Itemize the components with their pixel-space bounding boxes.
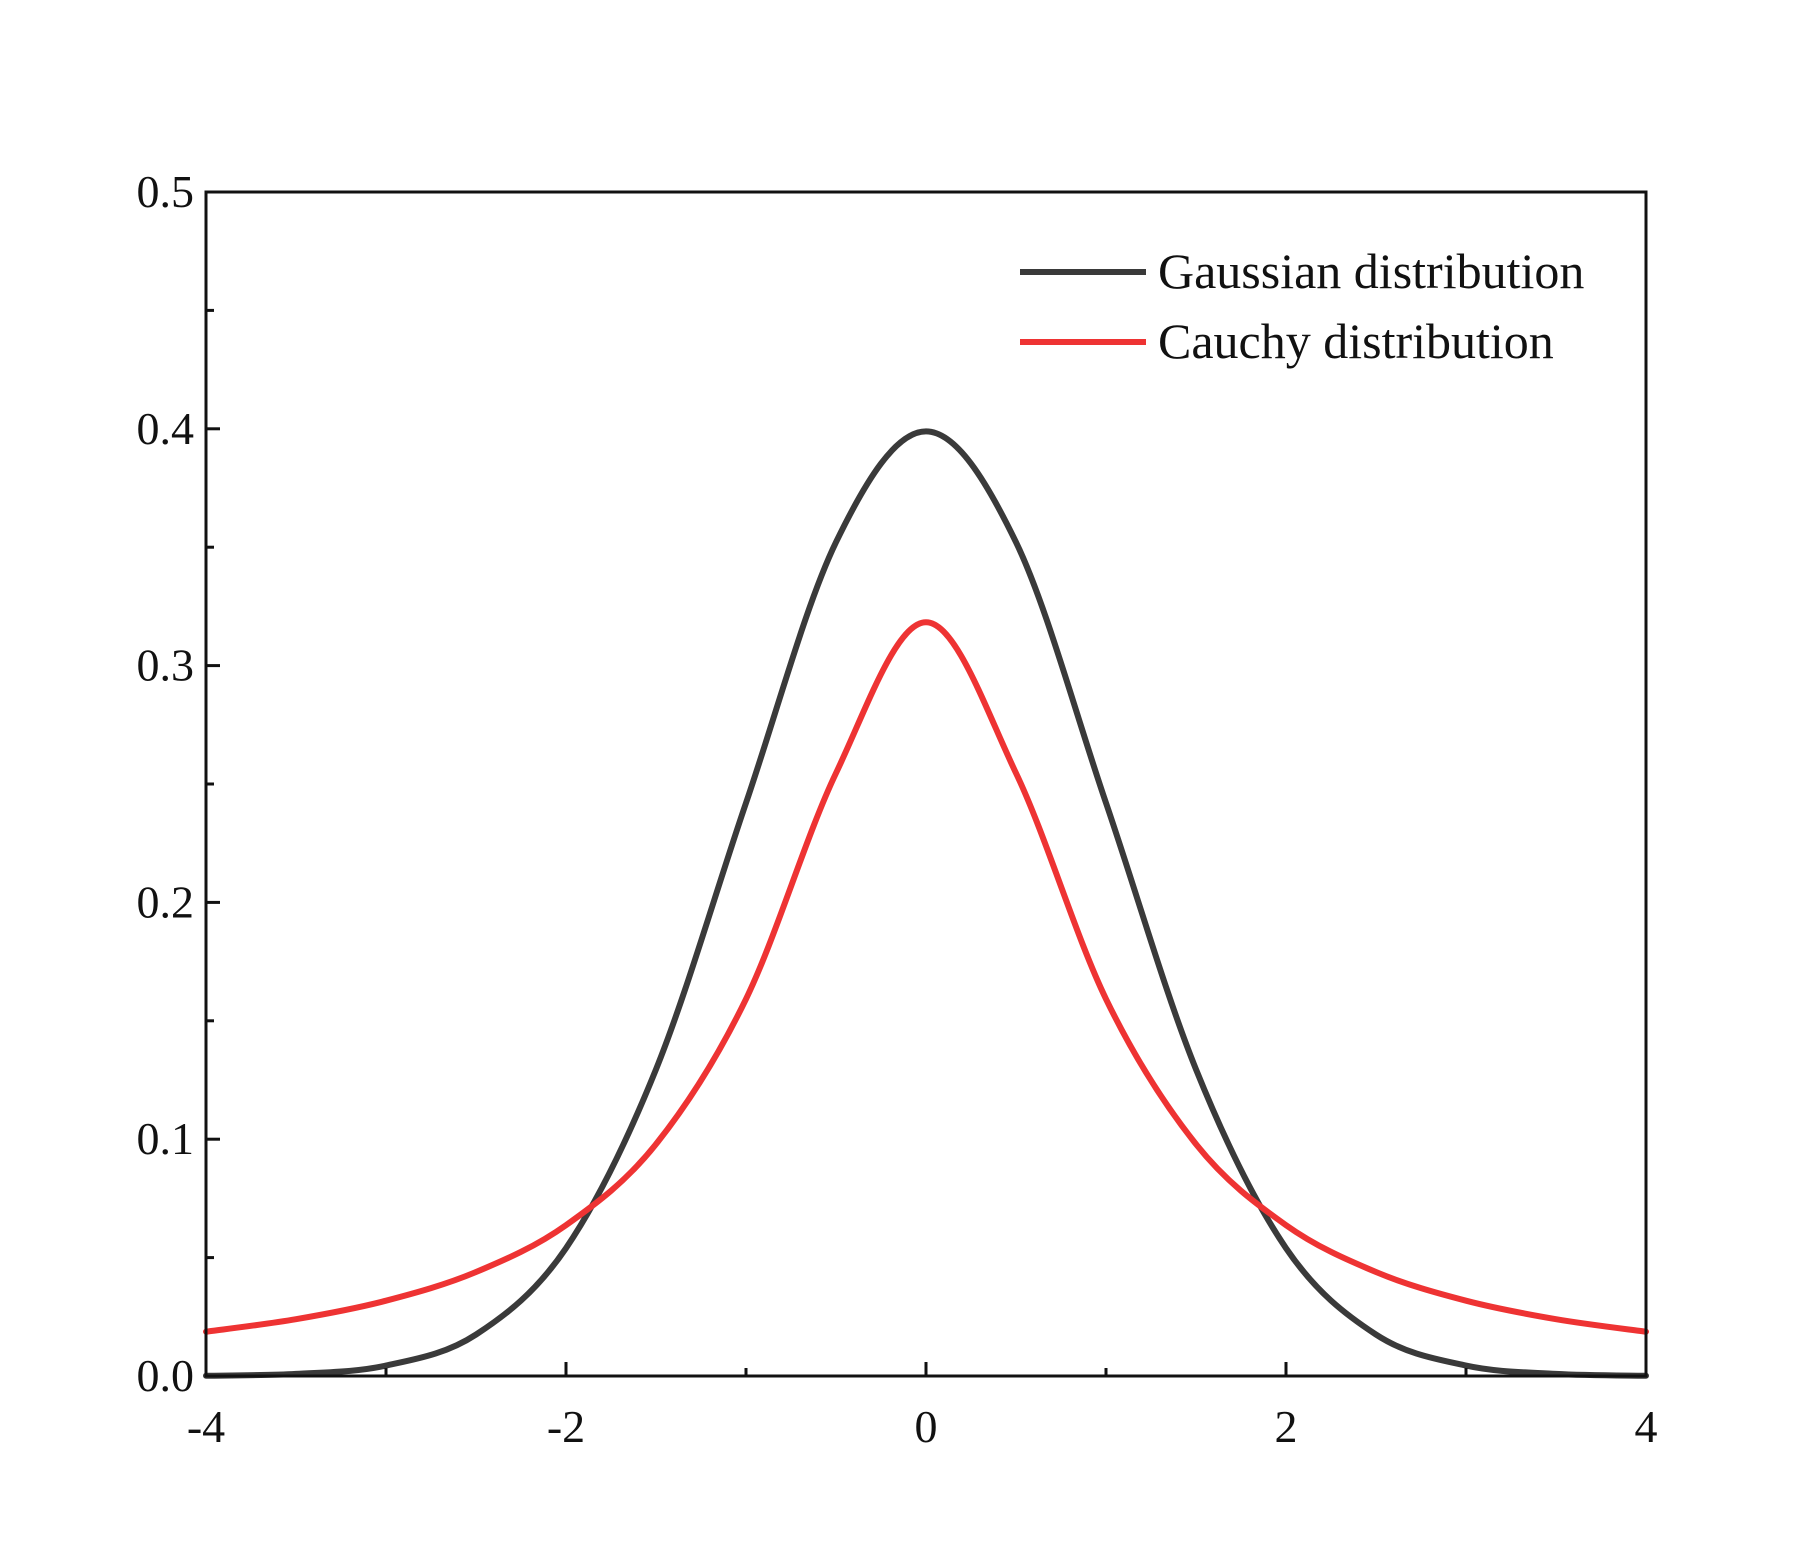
x-tick-label: -4 (187, 1401, 225, 1452)
x-tick-label: 0 (915, 1401, 938, 1452)
ticks-layer (204, 190, 1648, 1378)
legend: Gaussian distribution Cauchy distribution (1020, 243, 1584, 369)
y-tick-label: 0.2 (137, 876, 195, 927)
labels-layer: -4 -2 0 2 4 0.0 0.1 0.2 0.3 0.4 0.5 (137, 166, 1658, 1452)
x-tick-label: 2 (1275, 1401, 1298, 1452)
y-tick-label: 0.5 (137, 166, 195, 217)
plot-frame (204, 190, 1648, 1378)
legend-label-cauchy-distribution: Cauchy distribution (1158, 313, 1554, 369)
legend-label-gaussian-distribution: Gaussian distribution (1158, 243, 1584, 299)
y-tick-label: 0.1 (137, 1113, 195, 1164)
series-layer (203, 428, 1649, 1379)
x-tick-label: -2 (547, 1401, 585, 1452)
y-tick-label: 0.4 (137, 403, 195, 454)
series-line-gaussian-distribution (203, 428, 1649, 1379)
x-tick-label: 4 (1635, 1401, 1658, 1452)
y-tick-label: 0.0 (137, 1350, 195, 1401)
series-line-cauchy-distribution (203, 619, 1649, 1335)
y-tick-label: 0.3 (137, 640, 195, 691)
